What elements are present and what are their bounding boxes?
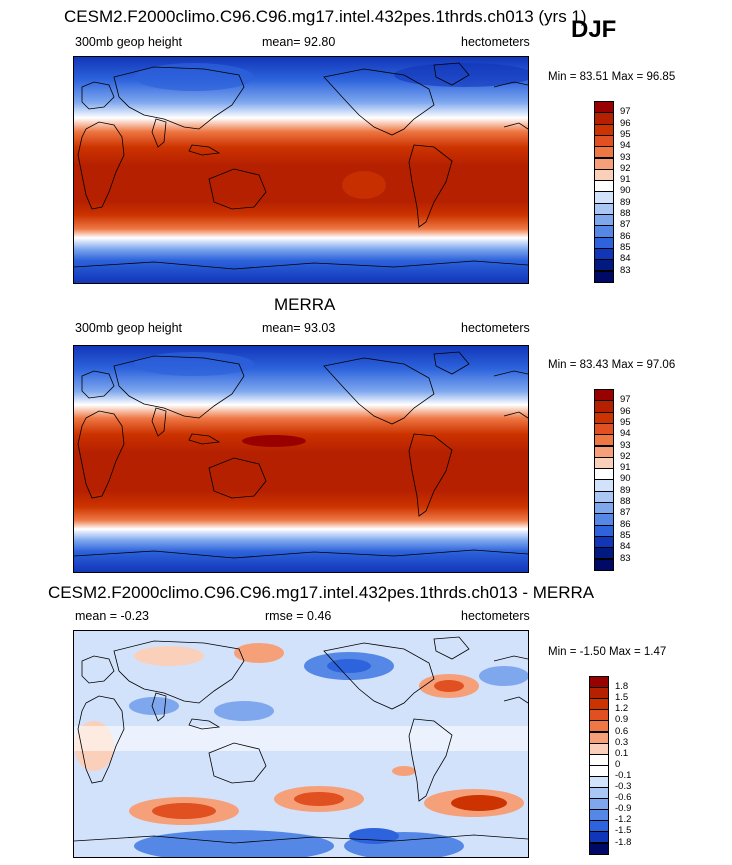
season-label: DJF [571, 16, 617, 43]
colorbar-label: 97 [620, 106, 631, 118]
panel2-variable-label: 300mb geop height [75, 321, 183, 335]
colorbar-label: -1.5 [615, 825, 632, 837]
panel2-minmax: Min = 83.43 Max = 97.06 [548, 359, 676, 371]
colorbar-label: 0.3 [615, 736, 629, 748]
colorbar-label: 90 [620, 185, 631, 197]
panel3-units: hectometers [461, 609, 530, 623]
panel1-field [74, 57, 528, 283]
panel1-minmax: Min = 83.51 Max = 96.85 [548, 71, 676, 83]
colorbar-label: 1.5 [615, 692, 629, 704]
panel2-max-region [242, 435, 306, 447]
colorbar-label: -1.2 [615, 814, 632, 826]
colorbar-label: -0.3 [615, 781, 632, 792]
panel2-units: hectometers [461, 321, 530, 335]
panel1-title: CESM2.F2000climo.C96.C96.mg17.intel.432p… [64, 7, 587, 26]
panel3-rmse: rmse = 0.46 [265, 609, 332, 623]
colorbar-label: 0.6 [615, 725, 629, 737]
colorbar-label: 85 [620, 529, 631, 541]
panel2-map [73, 345, 529, 573]
colorbar-label: 0.1 [615, 747, 629, 759]
colorbar-label: 83 [620, 552, 631, 564]
colorbar-label: 84 [620, 541, 631, 553]
colorbar-label: -0.6 [615, 792, 632, 804]
colorbar-label: 88 [620, 208, 631, 219]
panel2-field [74, 346, 528, 572]
colorbar-label: -1.8 [615, 836, 632, 848]
colorbar-label: 83 [620, 264, 631, 276]
colorbar-label: 0.9 [615, 714, 629, 726]
colorbar-label: 86 [620, 518, 631, 530]
colorbar-label: 88 [620, 496, 631, 507]
panel3-minmax: Min = -1.50 Max = 1.47 [548, 646, 667, 658]
colorbar-label: 91 [620, 462, 631, 474]
colorbar-label: 87 [620, 219, 631, 231]
colorbar-label: 1.2 [615, 703, 629, 715]
colorbar-label: 93 [620, 439, 631, 451]
colorbar-label: 91 [620, 174, 631, 186]
colorbar-label: 92 [620, 162, 631, 174]
colorbar-label: 94 [620, 428, 631, 440]
colorbar-label: 85 [620, 241, 631, 253]
colorbar-label: 84 [620, 253, 631, 265]
panel1-variable-label: 300mb geop height [75, 35, 183, 49]
colorbar-label: 89 [620, 484, 631, 496]
colorbar-label: -0.9 [615, 803, 632, 815]
colorbar-label: 87 [620, 507, 631, 519]
colorbar-label: 93 [620, 151, 631, 163]
panel3-mean: mean = -0.23 [75, 609, 150, 623]
panel1-mean: mean= 92.80 [262, 35, 336, 49]
colorbar-label: 89 [620, 196, 631, 208]
colorbar-label: 96 [620, 405, 631, 417]
colorbar-label: 86 [620, 230, 631, 242]
colorbar-label: 96 [620, 117, 631, 129]
colorbar-label: 1.8 [615, 681, 629, 693]
colorbar-label: -0.1 [615, 769, 632, 781]
colorbar-swatch [594, 558, 614, 571]
colorbar-swatch [589, 842, 609, 855]
colorbar-label: 0 [615, 758, 621, 770]
colorbar-label: 92 [620, 450, 631, 462]
colorbar-label: 94 [620, 140, 631, 152]
colorbar-swatch [594, 270, 614, 283]
colorbar-label: 97 [620, 394, 631, 406]
panel1-units: hectometers [461, 35, 530, 49]
panel3-title: CESM2.F2000climo.C96.C96.mg17.intel.432p… [48, 583, 595, 602]
panel3-map [73, 630, 529, 858]
panel2-mean: mean= 93.03 [262, 321, 336, 335]
panel2-title: MERRA [274, 295, 336, 314]
panel1-map [73, 56, 529, 284]
colorbar-label: 95 [620, 416, 631, 428]
colorbar-label: 95 [620, 128, 631, 140]
colorbar-label: 90 [620, 473, 631, 485]
